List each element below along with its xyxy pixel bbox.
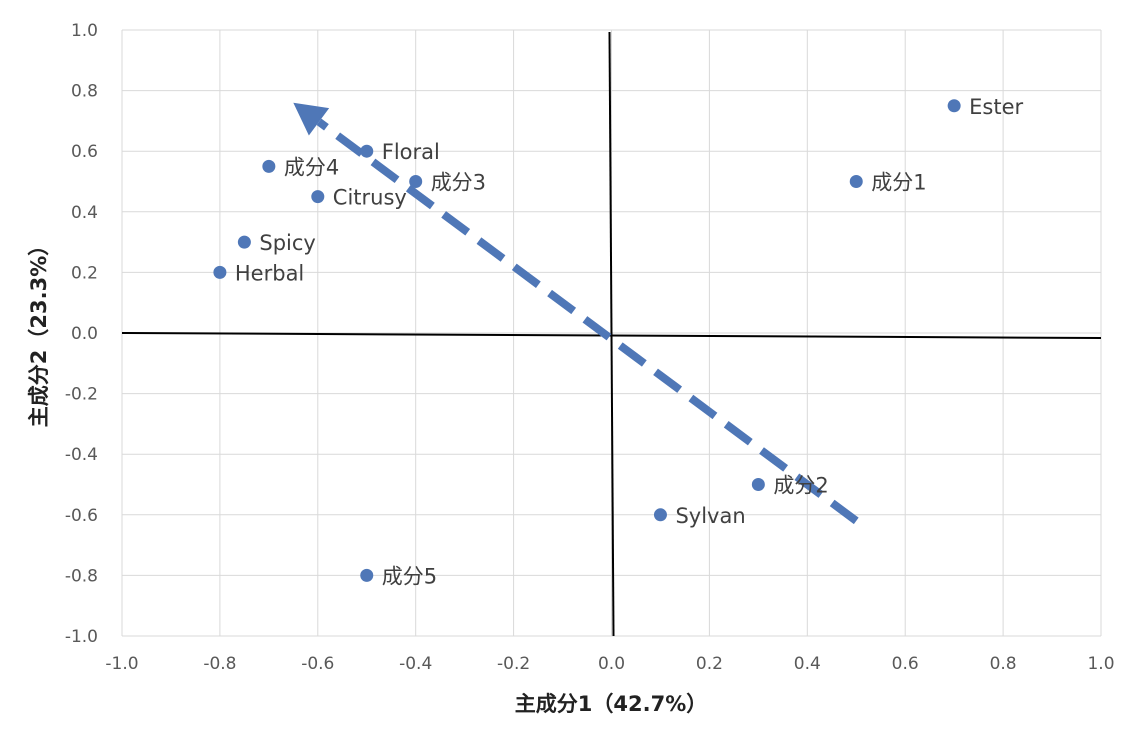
y-tick-label: 0.6: [71, 142, 98, 162]
y-tick-label: 0.0: [71, 324, 98, 344]
x-tick-label: -0.8: [203, 654, 236, 674]
x-tick-label: -0.6: [301, 654, 334, 674]
x-tick-label: 0.6: [892, 654, 919, 674]
data-point: [409, 175, 423, 188]
arrow-head: [293, 102, 330, 136]
x-tick-label: -1.0: [105, 654, 138, 674]
data-point: [213, 265, 227, 279]
y-tick-label: 0.8: [71, 82, 98, 102]
x-tick-label: 0.0: [598, 654, 625, 674]
zero-axes: [121, 31, 1102, 637]
point-label: Herbal: [235, 261, 304, 285]
y-tick-label: 0.2: [71, 263, 98, 283]
x-tick-label: -0.2: [497, 654, 530, 674]
tick-labels: -1.0 -0.8 -0.6 -0.4 -0.2 0.0 0.2 0.4 0.6 0.8 1.0 1.…: [65, 21, 1115, 674]
y-zero-axis: [608, 31, 615, 637]
data-point: [311, 190, 325, 204]
data-point: [262, 159, 276, 173]
trend-arrow: [293, 102, 859, 525]
x-tick-label: 0.2: [696, 654, 723, 674]
point-label: 成分2: [773, 474, 828, 498]
y-tick-label: -1.0: [65, 627, 98, 647]
point-label: 成分3: [431, 171, 486, 195]
y-tick-label: -0.4: [65, 445, 98, 465]
point-label: 成分4: [284, 155, 339, 179]
point-label: Sylvan: [675, 504, 745, 528]
data-point: [849, 175, 863, 188]
point-label: Citrusy: [333, 186, 407, 210]
arrow-shaft: [316, 118, 859, 525]
data-point: [360, 144, 374, 158]
y-axis-title: 主成分2（23.3%）: [27, 235, 51, 427]
y-tick-label: 0.4: [71, 203, 98, 223]
y-tick-label: -0.6: [65, 506, 98, 526]
x-tick-label: 0.8: [990, 654, 1017, 674]
x-tick-label: -0.4: [399, 654, 432, 674]
x-axis-title: 主成分1（42.7%）: [515, 692, 707, 716]
point-label: Floral: [382, 140, 440, 164]
data-point: [653, 508, 667, 522]
y-tick-label: -0.2: [65, 385, 98, 405]
x-tick-label: 0.4: [794, 654, 821, 674]
data-point: [360, 568, 374, 582]
data-point: [947, 99, 961, 113]
y-tick-label: 1.0: [71, 21, 98, 41]
point-label: Spicy: [259, 231, 315, 255]
x-zero-axis: [121, 332, 1102, 339]
point-label: 成分5: [382, 564, 437, 588]
point-label: Ester: [969, 95, 1023, 119]
point-label: 成分1: [871, 171, 926, 195]
x-tick-label: 1.0: [1087, 654, 1114, 674]
y-tick-label: -0.8: [65, 566, 98, 586]
data-points: Ester 成分1 Floral 成分4 成分3 Citrusy Spicy Herbal 成分…: [213, 95, 1024, 588]
data-point: [237, 235, 251, 249]
data-point: [751, 478, 765, 491]
